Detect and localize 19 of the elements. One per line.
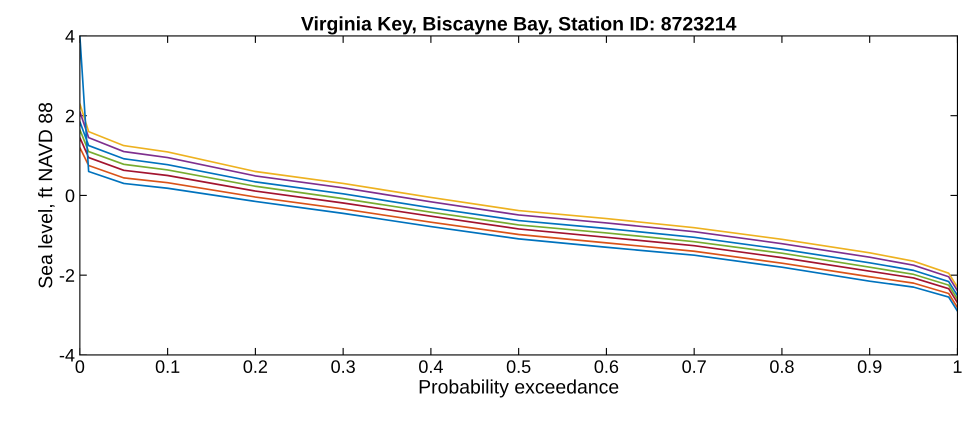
- y-axis-title: Sea level, ft NAVD 88: [38, 102, 55, 288]
- y-tick-label: 4: [65, 30, 74, 42]
- x-tick-label: 0.1: [156, 360, 180, 374]
- x-tick-label: 1: [954, 360, 962, 373]
- y-tick-label: 0: [66, 189, 74, 202]
- x-tick-label: 0.5: [506, 360, 530, 374]
- x-tick-label: 0.2: [244, 360, 268, 374]
- chart-title: Virginia Key, Biscayne Bay, Station ID: 8723214: [301, 16, 736, 35]
- y-tick-label: -2: [60, 269, 74, 282]
- x-tick-label: 0: [76, 360, 84, 374]
- x-tick-label: 0.4: [419, 360, 443, 374]
- x-tick-label: 0.8: [770, 360, 794, 374]
- x-tick-label: 0.3: [331, 360, 355, 374]
- x-tick-label: 0.7: [682, 360, 706, 374]
- y-tick-label: 2: [66, 110, 74, 122]
- x-tick-label: 0.9: [858, 360, 882, 374]
- x-tick-label: 0.6: [594, 360, 618, 374]
- y-tick-label: -4: [60, 349, 74, 362]
- x-axis-title: Probability exceedance: [420, 379, 618, 398]
